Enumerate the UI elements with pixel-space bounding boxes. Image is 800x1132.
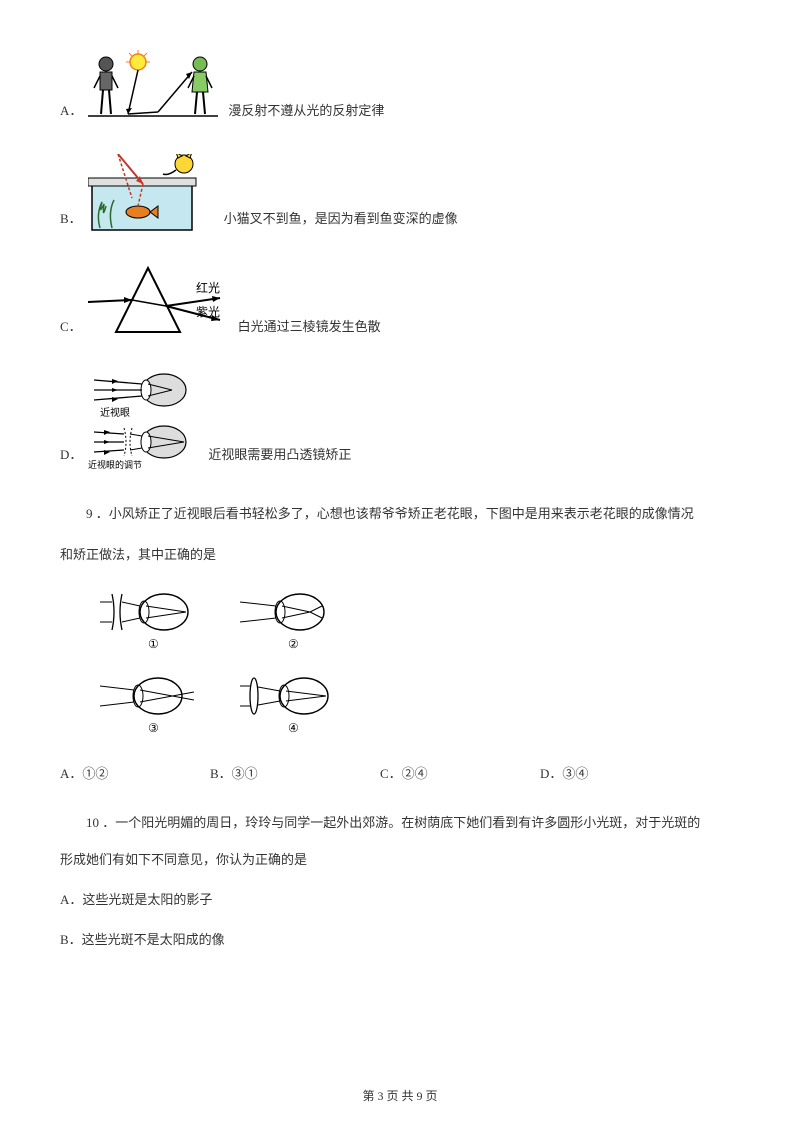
q9-choice-b[interactable]: B．③① [210,764,380,785]
page-footer: 第 3 页 共 9 页 [0,1087,800,1106]
prism-icon: 红光 紫光 [88,262,228,342]
q9-number: 9 ． [86,506,109,521]
option-b-image [88,154,214,234]
q9-fig-label-3: ③ [148,721,159,735]
q9-stem: 9 ．小风矫正了近视眼后看书轻松多了，心想也该帮爷爷矫正老花眼，下图中是用来表示… [60,498,740,529]
option-a-label: A． [60,101,82,126]
option-c-image: 红光 紫光 [88,262,228,342]
cat-fish-icon [88,154,214,234]
myopia-icon: 近视眼 近视眼的调节 [88,370,198,470]
option-a-text: 漫反射不遵从光的反射定律 [228,101,384,126]
option-d-text: 近视眼需要用凸透镜矫正 [208,445,351,470]
option-d-row: D． 近视眼 [60,370,740,470]
option-c-label: C． [60,317,82,342]
option-b-text: 小猫叉不到鱼，是因为看到鱼变深的虚像 [224,209,458,234]
option-b-row: B． 小猫叉不到鱼，是因为看到鱼变深的虚像 [60,154,740,234]
q9-fig-label-2: ② [288,637,299,651]
q9-choice-a[interactable]: A．①② [60,764,210,785]
q10-option-a[interactable]: A．这些光斑是太阳的影子 [60,890,740,911]
q9-choice-c[interactable]: C．②④ [380,764,540,785]
q9-fig-label-1: ① [148,637,159,651]
myopia-bottom-label: 近视眼的调节 [88,459,142,470]
q10-number: 10 ． [86,815,115,830]
option-c-text: 白光通过三棱镜发生色散 [238,317,381,342]
option-a-row: A． [60,50,740,126]
option-a-image [88,50,218,126]
q9-choices: A．①② B．③① C．②④ D．③④ [60,764,740,785]
option-d-image: 近视眼 近视眼的调节 [88,370,198,470]
q9-stem-cont: 和矫正做法，其中正确的是 [60,539,740,570]
prism-purple-label: 紫光 [196,305,220,319]
q10-option-b[interactable]: B．这些光斑不是太阳成的像 [60,930,740,951]
q10-stem-text: 一个阳光明媚的周日，玲玲与同学一起外出郊游。在树荫底下她们看到有许多圆形小光斑，… [115,815,700,830]
option-b-label: B． [60,209,82,234]
option-d-label: D． [60,445,82,470]
prism-red-label: 红光 [196,280,220,295]
q10-stem: 10 ．一个阳光明媚的周日，玲玲与同学一起外出郊游。在树荫底下她们看到有许多圆形… [60,807,740,838]
q9-stem-text: 小风矫正了近视眼后看书轻松多了，心想也该帮爷爷矫正老花眼，下图中是用来表示老花眼… [109,506,694,521]
reflection-diagram-icon [88,50,218,126]
q10-stem-cont: 形成她们有如下不同意见，你认为正确的是 [60,844,740,875]
q9-fig-label-4: ④ [288,721,299,735]
myopia-top-label: 近视眼 [100,406,130,419]
q9-choice-d[interactable]: D．③④ [540,764,588,785]
eye-diagrams-icon: ① ② ③ [100,584,360,744]
option-c-row: C． 红光 紫光 白光通过三棱镜发生色散 [60,262,740,342]
q9-figure: ① ② ③ [100,584,740,744]
